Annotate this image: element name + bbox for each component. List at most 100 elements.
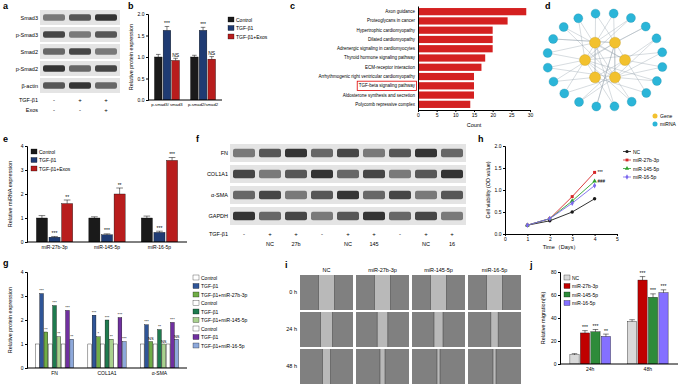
error-bar — [603, 334, 609, 336]
blot-band — [69, 14, 91, 21]
bar — [418, 36, 493, 43]
tick-label: 80 — [551, 269, 557, 275]
bar — [175, 339, 179, 368]
lane-label: 27b — [291, 241, 300, 247]
tick: 10 — [453, 110, 459, 118]
panel-label: e — [3, 134, 8, 144]
plot-marks — [418, 8, 526, 108]
edge — [625, 60, 662, 67]
blot-band — [95, 31, 117, 38]
tick-label: 0.0 — [138, 97, 145, 103]
error-bar — [173, 58, 178, 60]
tick-mark — [25, 170, 27, 171]
blot-background — [40, 44, 120, 59]
blot-band — [311, 212, 333, 220]
blot-band — [69, 82, 91, 89]
tick-label: 2 — [549, 236, 552, 242]
tick-label: Axon guidance — [385, 9, 415, 14]
error-bar — [91, 217, 98, 218]
bar — [140, 344, 144, 368]
condition-mark: - — [321, 231, 323, 237]
tick-mark — [25, 194, 27, 195]
error-stem — [172, 158, 173, 161]
panel-label: d — [545, 1, 551, 11]
wound-edge — [385, 349, 386, 384]
bar — [418, 54, 485, 61]
highlight-box — [357, 81, 416, 90]
wound-edge — [387, 312, 388, 347]
tick-mark — [25, 218, 27, 219]
significance: *** — [200, 21, 206, 27]
blot-background — [230, 165, 466, 183]
significance: *** — [650, 287, 656, 293]
blot-band — [233, 149, 255, 157]
error-cap — [640, 276, 646, 277]
tick: 2 — [21, 191, 27, 197]
bar — [118, 318, 122, 368]
significance: ** — [44, 327, 48, 332]
series-line — [527, 181, 594, 225]
legend-label: TGF-β1 — [201, 283, 219, 289]
bar — [114, 194, 125, 242]
tick: Axon guidance — [385, 9, 418, 14]
tick-label: 15 — [472, 112, 478, 118]
error-bar — [209, 57, 214, 60]
legend-swatch — [564, 292, 570, 297]
legend-label: Control — [39, 149, 55, 155]
wound-gap — [493, 349, 496, 384]
legend-label: miRNA — [660, 121, 676, 127]
legend-swatch — [625, 150, 628, 153]
tick-label: 1.5 — [495, 165, 502, 171]
wound-gap — [319, 275, 335, 310]
axis-line — [146, 15, 149, 101]
edge — [615, 52, 662, 77]
wound-edge — [502, 275, 503, 310]
tick-mark — [25, 146, 27, 147]
bar — [88, 344, 92, 368]
blot-band — [337, 149, 359, 157]
error-bar — [582, 331, 588, 333]
legend-label: TGF-β1 — [201, 309, 219, 315]
tick: 15 — [472, 110, 478, 118]
bar — [101, 344, 105, 368]
micrograph — [300, 275, 353, 310]
tick: 0.5 — [495, 209, 505, 215]
tick: 5 — [436, 110, 439, 118]
mirna-node — [652, 34, 661, 43]
micrograph — [412, 312, 465, 347]
tick: 4 — [594, 234, 597, 242]
tick: p-smad2/smad2 — [188, 100, 219, 107]
axis-title: Relative miRNA expression — [7, 161, 13, 228]
tick: 60 — [551, 292, 560, 298]
legend-label: Control — [201, 275, 217, 281]
tick-mark — [25, 272, 27, 273]
tick-label: 10 — [453, 112, 459, 118]
bar — [166, 344, 170, 368]
tick-label: FN — [51, 370, 58, 376]
bar — [44, 332, 48, 368]
blot-band — [363, 191, 385, 199]
error-cap — [603, 334, 609, 335]
tick: 0 — [21, 365, 27, 371]
tick-mark — [558, 272, 560, 273]
network: GenemiRNAd — [543, 1, 676, 127]
tick-label: Proteoglycans in cancer — [367, 18, 416, 23]
tick-label: ECM-receptor interaction — [365, 65, 416, 70]
error-bar — [64, 200, 71, 204]
error-bar — [116, 188, 123, 194]
mirna-node — [592, 102, 601, 111]
blot-band — [259, 191, 281, 199]
tick-label: 2.0 — [495, 143, 502, 149]
chart-e: ****************01234miR-27b-3pmiR-145-5… — [3, 134, 187, 250]
wound-edge — [496, 349, 497, 384]
legend: NCmiR-27b-3pmiR-145-5pmiR-16-5p — [623, 149, 659, 181]
tick-label: Polycomb repressive complex — [355, 102, 416, 107]
error-bar — [201, 27, 206, 30]
row-label: p-Smad2 — [16, 66, 38, 72]
tick-label: 0.0 — [495, 231, 502, 237]
axis: 24h48h — [560, 364, 678, 372]
error-bar — [640, 277, 646, 280]
condition-mark: - — [399, 231, 401, 237]
panel-label: g — [3, 258, 9, 268]
tick: 1 — [527, 234, 530, 242]
